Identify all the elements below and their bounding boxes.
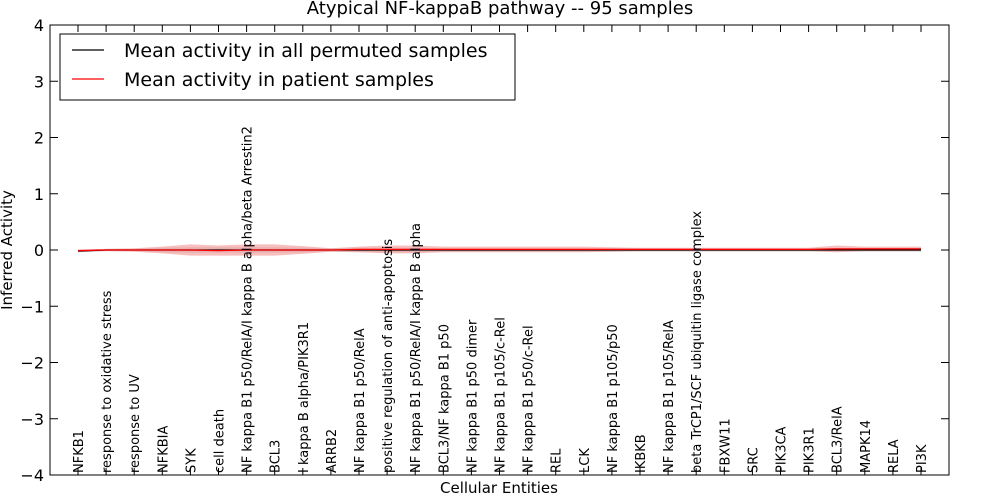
y-axis-ticks: −4 −3 −2 −1 0 1 2 3 4 <box>20 16 949 485</box>
legend-label-patient: Mean activity in patient samples <box>124 69 434 91</box>
y-axis-label: Inferred Activity <box>0 190 16 310</box>
x-tick-label: BCL3/RelA <box>831 406 846 473</box>
x-tick-label: BCL3 <box>269 440 284 473</box>
x-tick-label: RELA <box>887 439 902 473</box>
x-tick-label: NF kappa B1 p50/RelA/I kappa B alpha/bet… <box>241 126 256 473</box>
legend: Mean activity in all permuted samples Me… <box>59 33 516 101</box>
x-tick-label: SRC <box>746 447 761 473</box>
x-tick-label: NF kappa B1 p105/c-Rel <box>494 317 509 473</box>
x-tick-label: BCL3/NF kappa B1 p50 <box>437 324 452 473</box>
y-tick-label: 1 <box>34 185 44 204</box>
y-tick-label: 4 <box>34 16 44 35</box>
x-tick-label: SYK <box>184 448 199 473</box>
x-tick-label: FBXW11 <box>718 418 733 473</box>
legend-box <box>59 33 516 101</box>
x-tick-label: beta TrCP1/SCF ubiquitin ligase complex <box>690 211 705 473</box>
x-tick-label: response to oxidative stress <box>100 290 115 473</box>
x-tick-label: positive regulation of anti-apoptosis <box>381 239 396 473</box>
x-axis-label: Cellular Entities <box>440 479 558 497</box>
x-tick-label: PIK3CA <box>775 426 790 473</box>
x-tick-label: NFKB1 <box>72 430 87 473</box>
x-tick-label: PI3K <box>915 444 930 473</box>
chart-title: Atypical NF-kappaB pathway -- 95 samples <box>307 0 693 19</box>
x-tick-label: NF kappa B1 p105/RelA <box>662 320 677 473</box>
x-tick-label: ARRB2 <box>325 429 340 473</box>
x-tick-label: PIK3R1 <box>803 427 818 473</box>
y-tick-label: 2 <box>34 129 44 148</box>
x-tick-label: NF kappa B1 p50/RelA <box>353 328 368 473</box>
y-tick-label: −2 <box>20 354 44 373</box>
y-tick-label: 3 <box>34 72 44 91</box>
x-tick-label: cell death <box>213 409 228 473</box>
x-tick-label: MAPK14 <box>859 420 874 473</box>
series-line-patient <box>77 248 921 252</box>
y-tick-label: −1 <box>20 297 44 316</box>
series-lines <box>77 248 921 252</box>
x-tick-label: I kappa B alpha/PIK3R1 <box>297 322 312 473</box>
x-tick-label: NFKBIA <box>156 426 171 473</box>
x-tick-label: response to UV <box>128 374 143 473</box>
plot-frame <box>49 24 950 476</box>
y-tick-label: −4 <box>20 466 44 485</box>
x-tick-label: NF kappa B1 p50/RelA/I kappa B alpha <box>409 223 424 473</box>
y-tick-label: −3 <box>20 410 44 429</box>
x-tick-label: IKBKB <box>634 434 649 473</box>
x-tick-label: LCK <box>578 448 593 473</box>
x-tick-label: REL <box>550 448 565 473</box>
x-tick-labels: NFKB1 response to oxidative stress respons… <box>72 25 930 475</box>
y-tick-label: 0 <box>34 241 44 260</box>
x-tick-label: NF kappa B1 p50 dimer <box>465 319 480 473</box>
x-tick-label: NF kappa B1 p105/p50 <box>606 324 621 473</box>
legend-label-permuted: Mean activity in all permuted samples <box>124 40 487 62</box>
x-tick-label: NF kappa B1 p50/c-Rel <box>522 325 537 473</box>
